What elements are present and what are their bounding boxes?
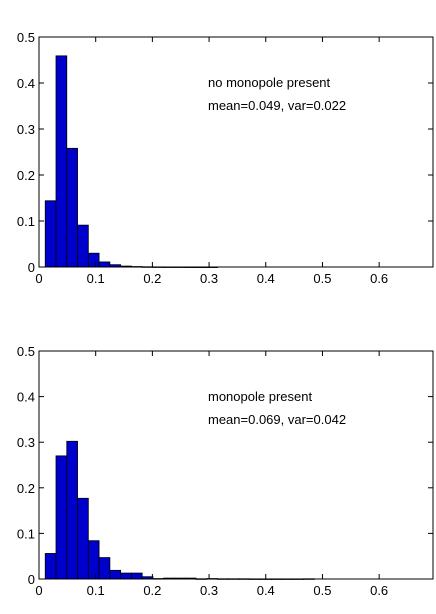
- histogram-bar: [120, 572, 132, 580]
- x-tick-label: 0.4: [257, 271, 275, 286]
- x-tick-label: 0: [35, 583, 42, 598]
- x-tick-label: 0.5: [313, 583, 331, 598]
- histogram-bar: [66, 440, 78, 580]
- y-tick-label: 0.2: [17, 481, 35, 496]
- y-tick-label: 0.2: [17, 168, 35, 183]
- y-tick-label: 0.1: [17, 526, 35, 541]
- y-tick-label: 0.3: [17, 122, 35, 137]
- histogram-bar: [77, 224, 89, 268]
- axes-frame: [38, 350, 434, 580]
- y-tick-label: 0.5: [17, 344, 35, 359]
- x-tick-label: 0.3: [200, 271, 218, 286]
- x-tick-label: 0.6: [370, 271, 388, 286]
- histogram-bar: [131, 572, 143, 580]
- y-tick-label: 0.4: [17, 390, 35, 405]
- x-tick-label: 0.4: [257, 583, 275, 598]
- y-tick-label: 0: [28, 572, 35, 587]
- histogram-bar: [44, 553, 57, 580]
- annotation-text: monopole present: [208, 389, 312, 404]
- histogram-bar: [98, 261, 111, 268]
- annotation-text: no monopole present: [208, 75, 331, 90]
- y-tick-label: 0.3: [17, 435, 35, 450]
- annotation-text: mean=0.049, var=0.022: [208, 98, 346, 113]
- x-tick-label: 0.5: [313, 271, 331, 286]
- histogram-bar: [98, 557, 111, 580]
- x-tick-label: 0: [35, 271, 42, 286]
- histogram-bar: [55, 55, 68, 268]
- axes-frame: [38, 36, 434, 268]
- histogram-bar: [77, 497, 89, 580]
- histogram-bottom-panel: 0 0.1 0.2 0.3 0.4 0.5 0.6 0 0.1 0.2 0.3 0.4 0.5 monop…: [17, 344, 434, 598]
- histogram-bar: [109, 569, 122, 580]
- histogram-bar: [44, 200, 57, 268]
- y-tick-label: 0.4: [17, 76, 35, 91]
- x-tick-label: 0.3: [200, 583, 218, 598]
- x-tick-label: 0.2: [143, 271, 161, 286]
- y-tick-label: 0.5: [17, 30, 35, 45]
- x-tick-label: 0.1: [87, 271, 105, 286]
- x-tick-label: 0.2: [143, 583, 161, 598]
- y-tick-label: 0.1: [17, 214, 35, 229]
- annotation-text: mean=0.069, var=0.042: [208, 412, 346, 427]
- histogram-top-panel: 0 0.1 0.2 0.3 0.4 0.5 0.6 0 0.1 0.2 0.3 0.4 0.5 no mo…: [17, 30, 434, 286]
- histogram-bar: [66, 147, 78, 268]
- x-tick-label: 0.6: [370, 583, 388, 598]
- histogram-bar: [87, 540, 100, 580]
- x-tick-label: 0.1: [87, 583, 105, 598]
- histogram-bar: [87, 252, 100, 268]
- y-tick-label: 0: [28, 260, 35, 275]
- histogram-bar: [55, 455, 68, 580]
